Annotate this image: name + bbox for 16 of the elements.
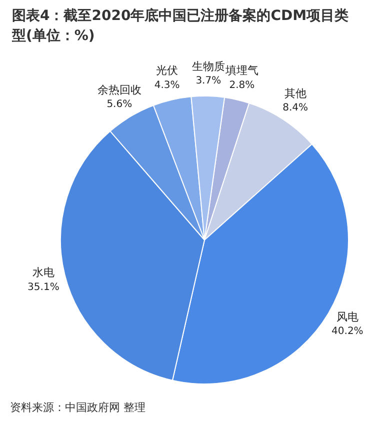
slice-label: 生物质 [192, 60, 225, 73]
chart-title: 图表4：截至2020年底中国已注册备案的CDM项目类型(单位：%) [12, 6, 350, 46]
data-label: 35.1% [28, 282, 60, 293]
data-label: 8.4% [282, 102, 308, 114]
slice-label: 风电 [336, 310, 358, 324]
slice-label: 水电 [32, 266, 54, 280]
data-label: 2.8% [229, 80, 255, 91]
data-label: 40.2% [332, 326, 364, 338]
data-label: 3.7% [196, 76, 222, 87]
data-label: 4.3% [154, 80, 180, 91]
slice-label: 光伏 [156, 64, 178, 78]
text: 资料来源：中国政府网 整理 [10, 400, 146, 415]
slice-label: 其他 [284, 86, 306, 100]
slice-label: 余热回收 [97, 83, 142, 96]
data-label: 5.6% [106, 99, 132, 110]
slice-label: 填埋气 [224, 64, 258, 78]
